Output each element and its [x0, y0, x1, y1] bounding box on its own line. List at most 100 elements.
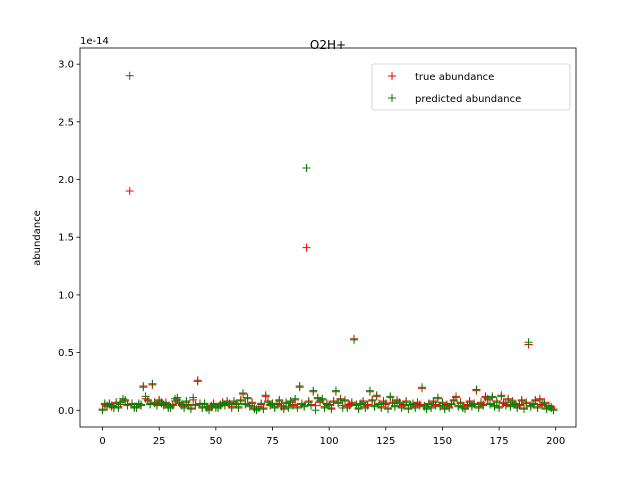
y-tick-label: 0.5	[58, 348, 74, 359]
marker	[168, 401, 177, 410]
x-tick-label: 25	[153, 436, 166, 447]
marker	[311, 406, 320, 415]
y-tick-label: 3.0	[58, 60, 74, 71]
legend-label: true abundance	[415, 72, 494, 83]
marker	[340, 397, 349, 406]
legend-label: predicted abundance	[415, 94, 521, 105]
marker	[395, 398, 404, 407]
legend-marker	[388, 72, 396, 80]
marker	[535, 395, 544, 404]
y-tick-label: 1.5	[58, 233, 74, 244]
marker	[286, 397, 295, 406]
marker	[254, 403, 263, 412]
marker	[486, 400, 495, 409]
legend-marker	[388, 94, 396, 102]
marker	[504, 395, 513, 404]
marker	[529, 400, 538, 409]
marker	[522, 399, 531, 408]
plot-frame	[79, 47, 577, 428]
marker	[365, 386, 374, 395]
x-tick-label: 200	[546, 436, 565, 447]
marker	[433, 394, 442, 403]
marker	[549, 406, 558, 415]
marker	[492, 398, 501, 407]
marker	[327, 405, 336, 414]
marker	[139, 383, 148, 392]
x-tick-label: 0	[99, 436, 105, 447]
marker	[386, 392, 395, 401]
marker	[497, 392, 506, 401]
x-tick-label: 175	[490, 436, 509, 447]
marker	[438, 399, 447, 408]
marker	[193, 377, 202, 386]
marker	[275, 397, 284, 406]
marker	[456, 399, 465, 408]
marker	[517, 397, 526, 406]
marker	[490, 402, 499, 411]
marker	[161, 399, 170, 408]
marker	[125, 71, 134, 80]
marker	[372, 391, 381, 400]
marker	[411, 403, 420, 412]
marker	[98, 406, 107, 415]
x-tick-label: 125	[376, 436, 395, 447]
marker	[472, 385, 481, 394]
marker	[474, 403, 483, 412]
marker	[112, 399, 121, 408]
marker	[368, 397, 377, 406]
y-tick-label: 2.0	[58, 175, 74, 186]
marker	[384, 405, 393, 414]
marker	[259, 405, 268, 414]
marker	[415, 401, 424, 410]
x-tick-label: 150	[433, 436, 452, 447]
y-tick-label: 2.5	[58, 117, 74, 128]
x-tick-label: 100	[320, 436, 339, 447]
marker	[293, 403, 302, 412]
marker	[243, 394, 252, 403]
marker	[488, 392, 497, 401]
marker	[318, 394, 327, 403]
marker	[359, 398, 368, 407]
legend-box	[371, 63, 571, 111]
marker	[186, 405, 195, 414]
marker	[402, 398, 411, 407]
marker	[241, 400, 250, 409]
marker	[427, 403, 436, 412]
marker	[370, 402, 379, 411]
marker	[390, 402, 399, 411]
marker	[524, 338, 533, 347]
marker	[291, 394, 300, 403]
marker	[519, 405, 528, 414]
marker	[431, 401, 440, 410]
marker	[288, 401, 297, 410]
marker	[270, 403, 279, 412]
marker	[189, 393, 198, 402]
marker	[506, 402, 515, 411]
marker	[234, 402, 243, 411]
marker	[279, 405, 288, 414]
marker	[350, 335, 359, 344]
marker	[114, 403, 123, 412]
marker	[377, 403, 386, 412]
marker	[182, 397, 191, 406]
marker	[239, 388, 248, 397]
x-tick-label: 75	[266, 436, 279, 447]
marker	[282, 398, 291, 407]
marker	[125, 187, 134, 196]
y-axis-label: abundance	[32, 210, 43, 266]
marker	[381, 399, 390, 408]
marker	[302, 243, 311, 252]
marker	[248, 399, 257, 408]
marker	[533, 403, 542, 412]
marker	[257, 399, 266, 408]
marker	[470, 400, 479, 409]
chart-title: O2H+	[310, 38, 346, 52]
marker	[336, 395, 345, 404]
marker	[309, 386, 318, 395]
marker	[422, 405, 431, 414]
marker	[295, 382, 304, 391]
marker	[146, 400, 155, 409]
marker	[302, 163, 311, 172]
marker	[363, 401, 372, 410]
